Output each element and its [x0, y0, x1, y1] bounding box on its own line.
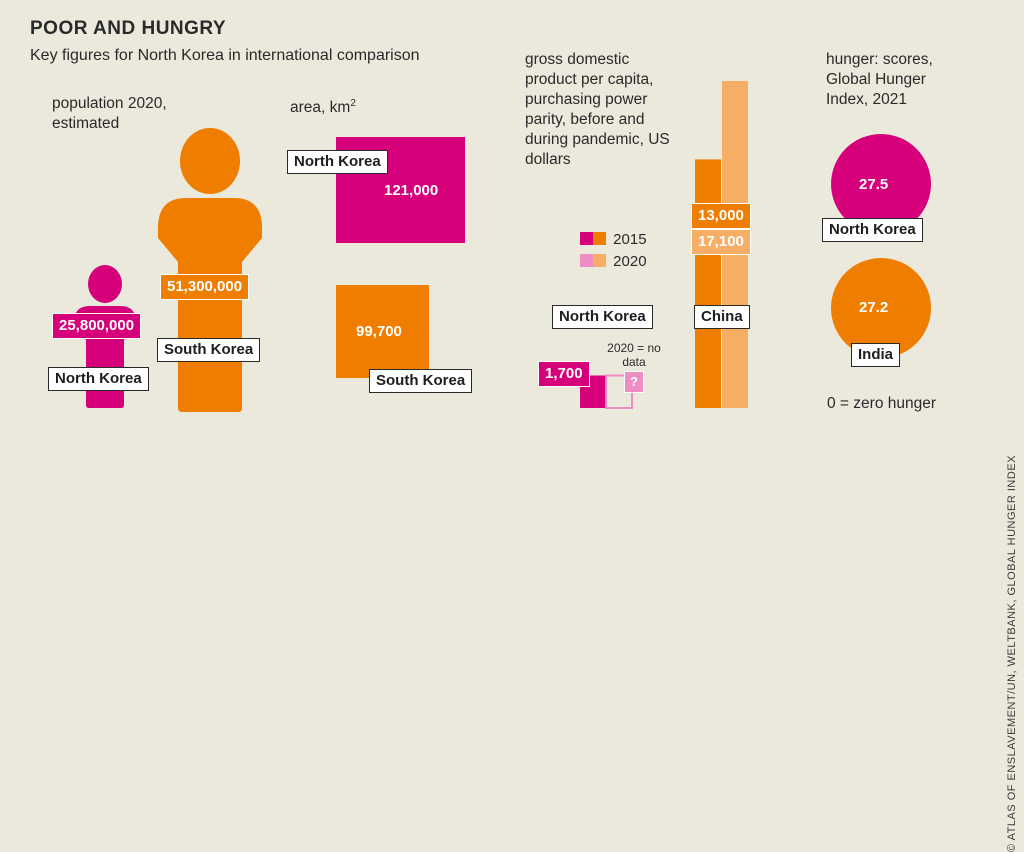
label-area-north-korea: North Korea — [287, 150, 388, 174]
person-icon-south-korea — [158, 128, 262, 412]
chart-subtitle: Key figures for North Korea in internati… — [30, 47, 420, 64]
label-gdp-north-korea: North Korea — [552, 305, 653, 329]
legend-swatch-2015 — [580, 232, 593, 245]
legend-item-2020: 2020 — [580, 253, 647, 271]
label-hunger-india: India — [851, 343, 901, 367]
value-label-population-south-korea: 51,300,000 — [160, 274, 250, 300]
label-population-south-korea: South Korea — [157, 338, 261, 362]
legend-swatch-2015-b — [593, 232, 606, 245]
area-square-south-korea — [336, 285, 429, 378]
legend-item-2015: 2015 — [580, 231, 647, 249]
value-label-gdp-north-korea-2015: 1,700 — [538, 361, 590, 387]
population-header: population 2020, estimated — [52, 95, 167, 132]
value-label-gdp-north-korea-2020: ? — [624, 371, 644, 393]
label-hunger-north-korea: North Korea — [822, 218, 923, 242]
gdp-header: gross domestic product per capita, purch… — [525, 51, 670, 168]
value-label-gdp-china-2015: 13,000 — [691, 203, 751, 229]
annotation-zero-hunger: 0 = zero hunger — [827, 395, 937, 412]
value-label-hunger-india: 27.2 — [859, 299, 889, 316]
legend-swatch-2020-b — [593, 254, 606, 267]
hunger-header: hunger: scores, Global Hunger Index, 202… — [826, 51, 933, 108]
value-label-population-north-korea: 25,800,000 — [52, 313, 142, 339]
value-label-area-north-korea: 121,000 — [384, 182, 439, 199]
gdp-bar-china-2015 — [695, 159, 721, 408]
annotation-no-data: 2020 = no data — [607, 341, 661, 369]
value-label-gdp-china-2020: 17,100 — [691, 229, 751, 255]
legend-swatch-2020 — [580, 254, 593, 267]
label-population-north-korea: North Korea — [48, 367, 149, 391]
chart-title: POOR AND HUNGRY — [30, 18, 227, 39]
source-credit: © ATLAS OF ENSLAVEMENT/UN, WELTBANK, GLO… — [1006, 455, 1018, 852]
value-label-hunger-north-korea: 27.5 — [859, 176, 889, 193]
area-header: area, km2 — [290, 98, 356, 117]
label-gdp-china: China — [694, 305, 750, 329]
hunger-bubble-north-korea — [831, 134, 931, 234]
value-label-area-south-korea: 99,700 — [356, 323, 402, 340]
hunger-bubble-india — [831, 258, 931, 358]
label-area-south-korea: South Korea — [369, 369, 473, 393]
